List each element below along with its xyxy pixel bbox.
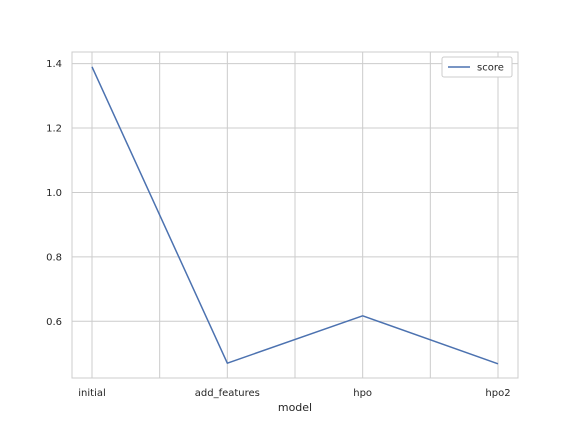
y-tick-label: 1.0 [46,188,62,199]
y-axis-ticks: 0.6 0.8 1.0 1.2 1.4 [46,59,62,328]
legend-box [441,56,513,78]
y-tick-label: 1.4 [46,59,62,70]
x-axis-ticks: initial add_features hpo hpo2 [78,388,510,399]
plot-frame [71,51,519,379]
grid [72,52,518,378]
series-line-score [91,66,499,365]
x-tick-label: hpo [353,388,372,399]
legend-label-score: score [477,63,504,74]
x-tick-label: initial [78,388,106,399]
x-tick-label: hpo2 [485,388,510,399]
legend: score [441,56,513,78]
y-tick-label: 0.6 [46,317,62,328]
x-axis-label: model [278,401,312,414]
x-tick-label: add_features [195,388,260,399]
y-tick-label: 0.8 [46,252,62,263]
series-layer [91,66,499,365]
y-tick-label: 1.2 [46,124,62,135]
